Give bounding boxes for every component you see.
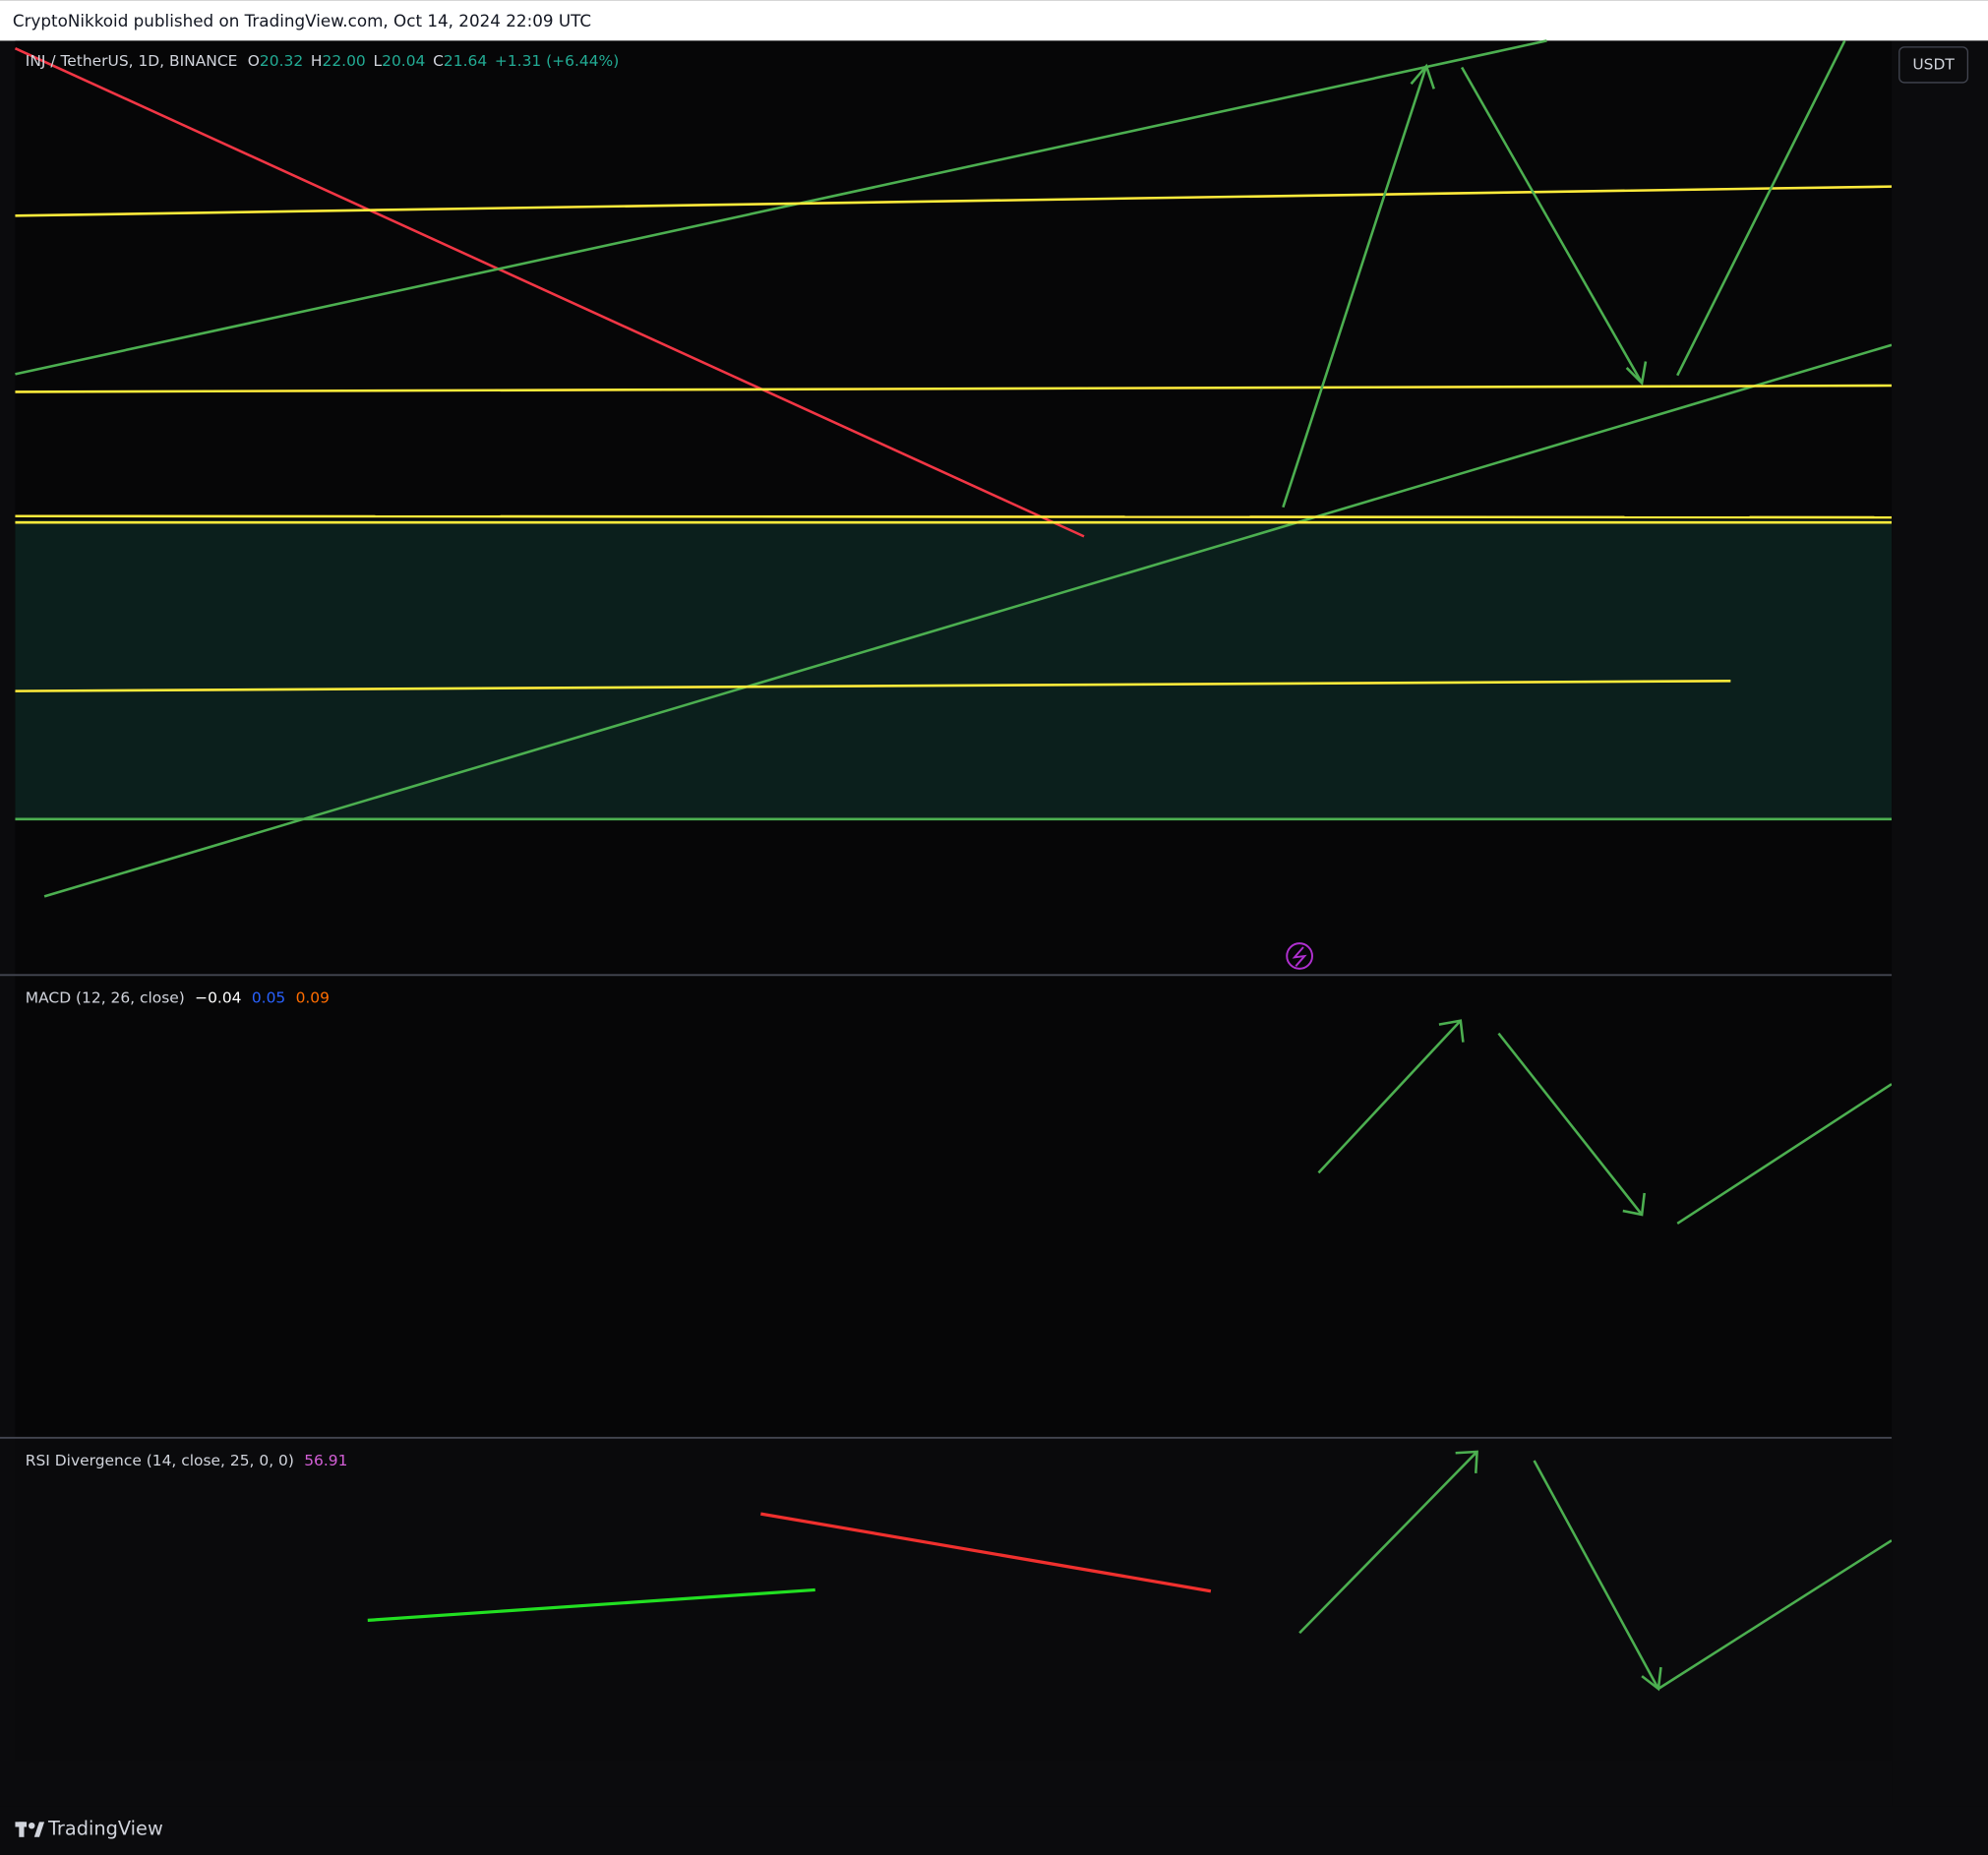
macd-title: MACD (12, 26, close) (26, 988, 185, 1006)
support-zone (15, 519, 1893, 819)
arrow (1533, 1460, 1660, 1690)
ohlc-key: O (248, 52, 260, 70)
rsi-area (15, 1439, 1893, 1761)
channel-line (43, 343, 1893, 898)
event-icon-bolt (1292, 946, 1307, 967)
arrow-head (1455, 1450, 1478, 1473)
currency-label: USDT (1912, 55, 1955, 73)
price-legend: INJ / TetherUS, 1D, BINANCE O20.32 H22.00 L… (26, 52, 619, 70)
level-line (15, 384, 1893, 393)
publish-bar (0, 0, 1988, 41)
macd-hist-value: −0.04 (195, 988, 241, 1006)
arrow-head (1622, 1192, 1646, 1217)
ohlc-value: 20.32 (260, 52, 303, 70)
arrow (1676, 1083, 1893, 1226)
channel-line (15, 39, 1547, 376)
arrow (1657, 1539, 1893, 1691)
logo-part (29, 1822, 35, 1829)
divergence-line (367, 1587, 815, 1622)
brand-logo (15, 1822, 45, 1837)
currency-button[interactable] (1898, 46, 1969, 84)
level-line (15, 514, 1893, 519)
signal-value: 0.09 (296, 988, 330, 1006)
change-value: +1.31 (+6.44%) (495, 52, 619, 70)
arrow (1676, 39, 1846, 377)
arrow-head (1410, 63, 1435, 90)
arrow (1298, 1451, 1478, 1635)
macd-value: 0.05 (252, 988, 285, 1006)
logo-part (33, 1822, 45, 1837)
publish-info: CryptoNikkoid published on TradingView.c… (13, 11, 591, 30)
ohlc-key: C (433, 52, 444, 70)
arrow-head (1438, 1019, 1465, 1043)
brand-name: TradingView (47, 1818, 163, 1840)
macd-legend: MACD (12, 26, close) −0.04 0.05 0.09 (26, 988, 330, 1006)
ohlc-key: H (311, 52, 323, 70)
rsi-value: 56.91 (304, 1451, 347, 1468)
ohlc-value: 22.00 (323, 52, 366, 70)
footer (0, 1806, 1988, 1855)
arrow-head (1625, 361, 1648, 387)
arrow (1317, 1019, 1462, 1174)
event-icon[interactable] (1286, 942, 1313, 970)
level-line (15, 185, 1893, 217)
arrow (1282, 65, 1428, 509)
rsi-legend: RSI Divergence (14, close, 25, 0, 0) 56.9… (26, 1451, 348, 1468)
ohlc-value: 20.04 (382, 52, 425, 70)
arrow (1460, 66, 1644, 385)
rsi-title: RSI Divergence (14, close, 25, 0, 0) (26, 1451, 294, 1468)
level-line (15, 680, 1731, 692)
price-axis (1892, 40, 1988, 1855)
ohlc-value: 21.64 (444, 52, 487, 70)
ohlc-key: L (374, 52, 383, 70)
symbol-title: INJ / TetherUS, 1D, BINANCE (26, 52, 238, 70)
divergence-line (760, 1512, 1212, 1593)
logo-part (19, 1822, 25, 1837)
trend-line (14, 46, 1085, 538)
arrow (1497, 1032, 1644, 1216)
